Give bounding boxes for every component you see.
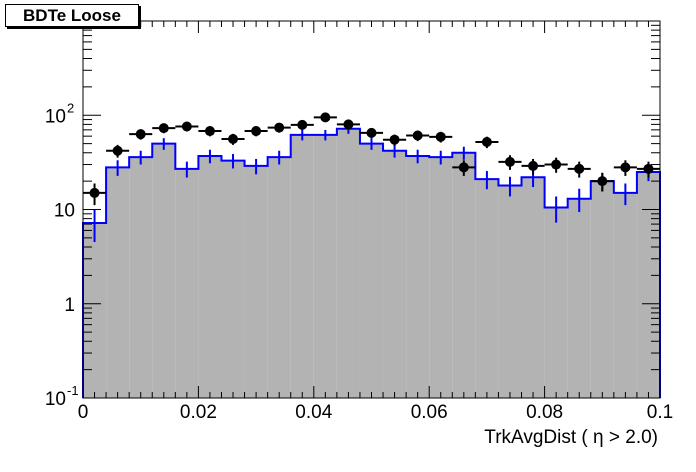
gray-bar [198,155,222,398]
gray-bar [544,207,568,398]
gray-bar [313,134,337,398]
data-point [320,112,331,123]
gray-bar [406,155,430,398]
gray-bar [290,134,314,398]
data-point [389,134,400,145]
data-point [574,163,585,174]
x-tick-label: 0.04 [295,402,332,423]
data-point [251,126,262,137]
data-point [620,162,631,173]
gray-bar [244,165,268,398]
gray-bar [636,171,660,398]
data-point [297,119,308,130]
x-tick-label: 0.02 [180,402,217,423]
gray-bar [267,157,291,398]
data-point [274,122,285,133]
gray-bar [567,198,591,398]
chart-title: BDTe Loose [5,4,139,27]
data-point [204,126,215,137]
data-point [504,156,515,167]
data-point [481,137,492,148]
gray-bar [336,128,360,398]
y-tick-exponent: 2 [67,100,74,115]
blue-histogram [82,124,661,398]
data-point [228,133,239,144]
gray-bar [83,222,107,398]
x-tick-label: 0 [78,402,89,423]
gray-bar [475,179,499,398]
data-point [528,160,539,171]
gray-bar [590,181,614,398]
gray-bar [429,157,453,398]
blue-step-line [82,127,661,398]
gray-bar [152,143,176,398]
gray-bar [383,150,407,398]
background-histogram [83,128,660,398]
x-tick-label: 0.08 [526,402,563,423]
data-point [551,159,562,170]
data-point [89,187,100,198]
gray-bar [221,160,245,398]
data-points [83,112,660,206]
data-point [458,162,469,173]
y-tick-exponent: -1 [67,383,79,398]
data-point [412,130,423,141]
y-tick-label: 10 [45,106,66,127]
gray-bar [498,185,522,398]
gray-bar [106,167,130,398]
y-tick-label: 1 [64,295,75,316]
data-point [135,129,146,140]
gray-bar [613,192,637,398]
x-tick-label: 0.06 [411,402,448,423]
data-point [643,163,654,174]
data-point [181,121,192,132]
y-tick-label: 10 [54,201,75,222]
x-tick-label: 0.1 [647,402,673,423]
gray-bar [129,157,153,398]
gray-bar [359,143,384,398]
data-point [112,145,123,156]
gray-bar [521,177,545,398]
gray-bar [452,152,476,398]
gray-bar [175,168,199,398]
data-point [366,127,377,138]
data-point [597,176,608,187]
x-axis-title: TrkAvgDist ( η > 2.0) [484,427,658,448]
data-point [158,123,169,134]
data-point [343,119,354,130]
data-point [435,131,446,142]
y-tick-label: 10 [45,389,66,410]
